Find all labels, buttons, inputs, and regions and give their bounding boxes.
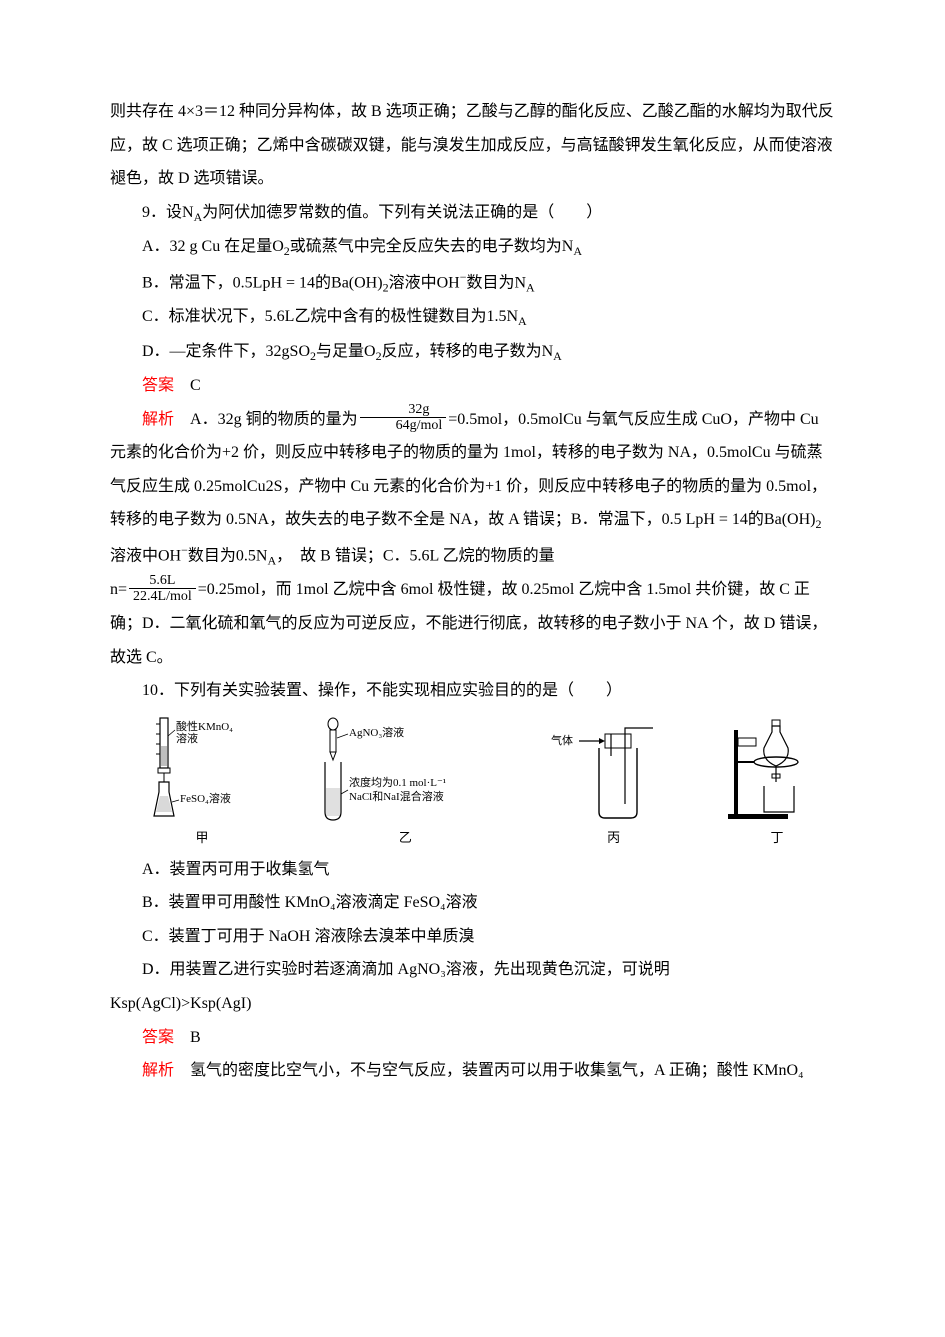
q9-option-c: C．标准状况下，5.6L乙烷中含有的极性键数目为1.5NA xyxy=(110,300,835,334)
apparatus-jia-icon: 酸性KMnO₄ 溶液 FeSO₄溶液 xyxy=(142,716,262,826)
superscript: − xyxy=(181,543,188,557)
answer-label: 答案 xyxy=(142,1029,174,1046)
figure-ding: 丁 xyxy=(722,716,832,847)
subscript: A xyxy=(573,244,582,258)
figure-bing: 气体 丙 xyxy=(549,726,679,847)
apparatus-bing-icon: 气体 xyxy=(549,726,679,826)
q10-answer-line: 答案 B xyxy=(110,1021,835,1055)
q9-ana-c: 元素的化合价为+2 价，则反应中转移电子的物质的量为 1mol，转移的电子数为 … xyxy=(110,444,827,528)
q9-b-text2: 溶液中OH xyxy=(389,274,460,291)
q9-analysis-p1: 解析 A．32g 铜的物质的量为32g64g/mol=0.5mol，0.5mol… xyxy=(110,403,835,437)
fig-yi-label-mid2: NaCl和NaI混合溶液 xyxy=(349,789,444,803)
figure-ding-caption: 丁 xyxy=(770,830,783,847)
q9-d-text2: 与足量O xyxy=(316,343,376,360)
q9-option-b: B．常温下，0.5LpH = 14的Ba(OH)2溶液中OH−数目为NA xyxy=(110,265,835,301)
figure-bing-caption: 丙 xyxy=(607,830,620,847)
q9-ana-f: ， 故 B 错误；C．5.6L 乙烷的物质的量 xyxy=(276,547,555,564)
q10-option-b: B．装置甲可用酸性 KMnO₄溶液滴定 FeSO₄溶液 xyxy=(110,886,835,920)
figure-row: 酸性KMnO₄ 溶液 FeSO₄溶液 甲 AgNO₃溶液 浓度均为 xyxy=(142,716,832,847)
q9-analysis-p3: n=5.6L22.4L/mol=0.25mol，而 1mol 乙烷中含 6mol… xyxy=(110,573,835,674)
q9-a-text2: 或硫蒸气中完全反应失去的电子数均为N xyxy=(290,238,574,255)
q9-d-text3: 反应，转移的电子数为N xyxy=(382,343,554,360)
q9-b-text3: 数目为N xyxy=(466,274,526,291)
q10-stem: 10．下列有关实验装置、操作，不能实现相应实验目的的是（ ） xyxy=(110,674,835,708)
subscript: A xyxy=(526,280,535,294)
subscript: A xyxy=(194,210,203,224)
fig-yi-label-top: AgNO₃溶液 xyxy=(349,725,404,739)
fraction-den: 64g/mol xyxy=(360,418,447,433)
q10-analysis: 解析 氢气的密度比空气小，不与空气反应，装置丙可以用于收集氢气，A 正确；酸性 … xyxy=(110,1054,835,1088)
q9-d-text1: D．—定条件下，32gSO xyxy=(142,343,310,360)
figure-jia: 酸性KMnO₄ 溶液 FeSO₄溶液 甲 xyxy=(142,716,262,847)
q9-a-text1: A．32 g Cu 在足量O xyxy=(142,238,284,255)
q10-option-a: A．装置丙可用于收集氢气 xyxy=(110,853,835,887)
q9-analysis-p2: 元素的化合价为+2 价，则反应中转移电子的物质的量为 1mol，转移的电子数为 … xyxy=(110,436,835,573)
answer-label: 答案 xyxy=(142,377,174,394)
q9-ana-h: =0.25mol，而 1mol 乙烷中含 6mol 极性键，故 0.25mol … xyxy=(110,581,827,665)
page: 则共存在 4×3＝12 种同分异构体，故 B 选项正确；乙酸与乙醇的酯化反应、乙… xyxy=(0,0,945,1337)
q9-ana-b: =0.5mol，0.5molCu 与氧气反应生成 CuO，产物中 Cu xyxy=(448,411,818,428)
subscript: 2 xyxy=(815,518,821,532)
q9-answer: C xyxy=(190,377,201,394)
q9-answer-line: 答案 C xyxy=(110,369,835,403)
q9-ana-a: A．32g 铜的物质的量为 xyxy=(190,411,358,428)
q9-ana-e: 数目为0.5N xyxy=(188,547,268,564)
q9-ana-d: 溶液中OH xyxy=(110,547,181,564)
subscript: A xyxy=(553,349,562,363)
q9-stem: 9．设NA为阿伏加德罗常数的值。下列有关说法正确的是（ ） xyxy=(110,196,835,230)
q10-analysis-text: 氢气的密度比空气小，不与空气反应，装置丙可以用于收集氢气，A 正确；酸性 KMn… xyxy=(190,1062,804,1079)
fraction: 32g64g/mol xyxy=(360,402,447,434)
intro-paragraph: 则共存在 4×3＝12 种同分异构体，故 B 选项正确；乙酸与乙醇的酯化反应、乙… xyxy=(110,95,835,196)
fig-jia-label-bottom: FeSO₄溶液 xyxy=(180,791,231,805)
q9-b-text1: B．常温下，0.5LpH = 14的Ba(OH) xyxy=(142,274,383,291)
fraction-num: 5.6L xyxy=(129,573,196,589)
q9-ana-g: n= xyxy=(110,581,127,598)
q9-option-d: D．—定条件下，32gSO2与足量O2反应，转移的电子数为NA xyxy=(110,335,835,369)
q9-option-a: A．32 g Cu 在足量O2或硫蒸气中完全反应失去的电子数均为NA xyxy=(110,230,835,264)
q10-answer: B xyxy=(190,1029,201,1046)
fig-bing-label: 气体 xyxy=(551,733,573,747)
analysis-label: 解析 xyxy=(142,1062,174,1079)
fraction-den: 22.4L/mol xyxy=(129,589,196,604)
q9-c-text: C．标准状况下，5.6L乙烷中含有的极性键数目为1.5N xyxy=(142,308,518,325)
fraction: 5.6L22.4L/mol xyxy=(129,573,196,605)
q10-option-c: C．装置丁可用于 NaOH 溶液除去溴苯中单质溴 xyxy=(110,920,835,954)
q9-stem-text-a: 9．设N xyxy=(142,204,194,221)
apparatus-ding-icon xyxy=(722,716,832,826)
apparatus-yi-icon: AgNO₃溶液 浓度均为0.1 mol·L⁻¹ NaCl和NaI混合溶液 xyxy=(305,716,505,826)
fig-yi-label-mid1: 浓度均为0.1 mol·L⁻¹ xyxy=(349,775,446,789)
figure-yi-caption: 乙 xyxy=(399,830,412,847)
fig-jia-label-top: 酸性KMnO₄ xyxy=(176,719,233,733)
q9-stem-text-b: 为阿伏加德罗常数的值。下列有关说法正确的是（ ） xyxy=(202,204,602,221)
analysis-label: 解析 xyxy=(142,411,174,428)
q10-option-d: D．用装置乙进行实验时若逐滴滴加 AgNO₃溶液，先出现黄色沉淀，可说明 xyxy=(110,953,835,987)
q10-option-d-cont: Ksp(AgCl)>Ksp(AgI) xyxy=(110,987,835,1021)
figure-yi: AgNO₃溶液 浓度均为0.1 mol·L⁻¹ NaCl和NaI混合溶液 乙 xyxy=(305,716,505,847)
fraction-num: 32g xyxy=(360,402,447,418)
fig-jia-label-top2: 溶液 xyxy=(176,731,198,745)
subscript: A xyxy=(518,314,527,328)
subscript: A xyxy=(267,553,276,567)
figure-jia-caption: 甲 xyxy=(195,830,208,847)
